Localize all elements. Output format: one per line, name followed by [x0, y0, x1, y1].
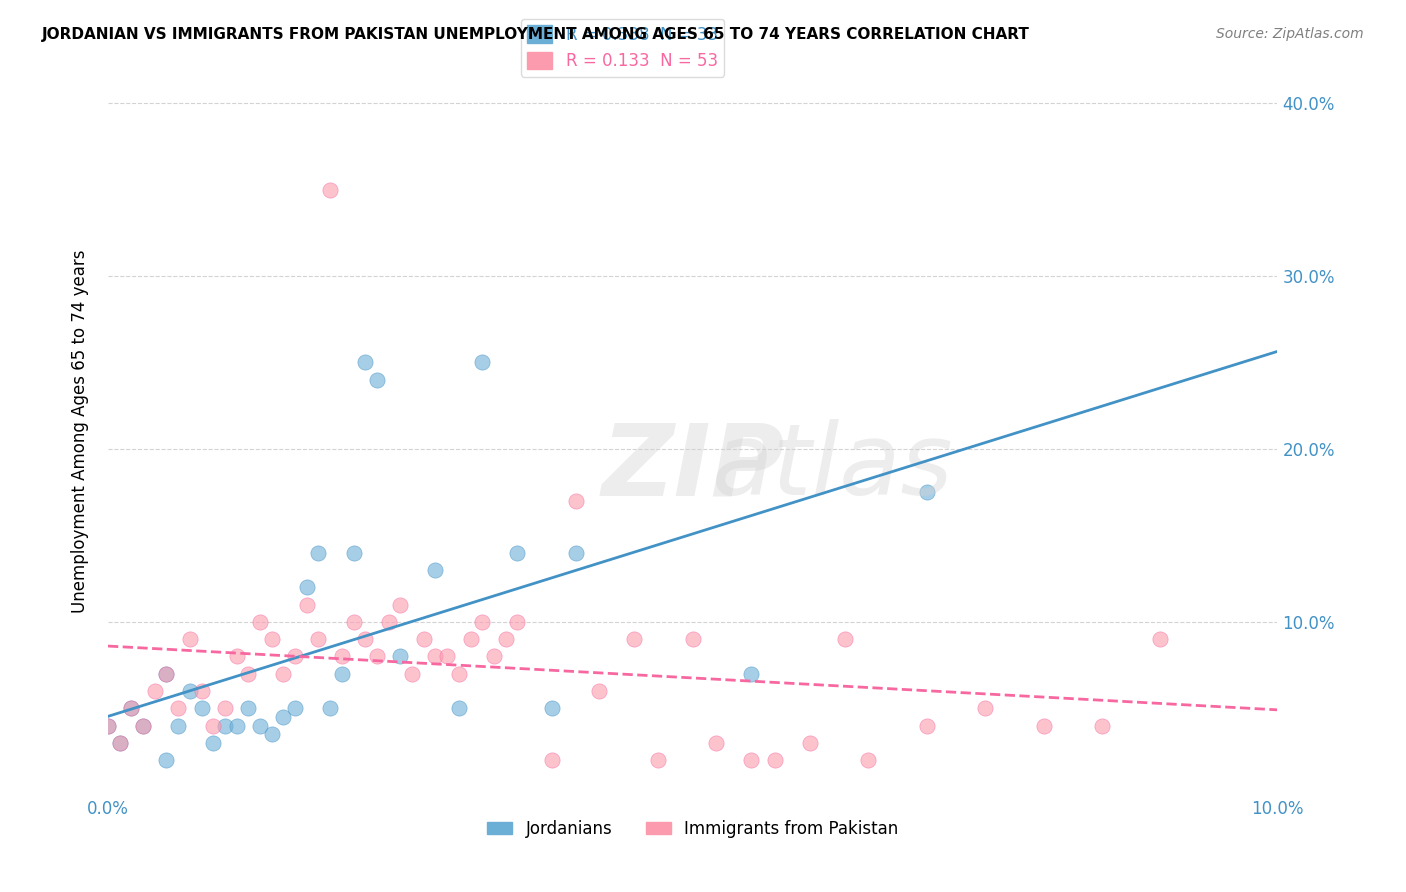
- Point: [541, 701, 564, 715]
- Point: [108, 736, 131, 750]
- Point: [155, 753, 177, 767]
- Point: [588, 684, 610, 698]
- Text: atlas: atlas: [713, 419, 953, 516]
- Point: [167, 718, 190, 732]
- Point: [132, 718, 155, 732]
- Point: [704, 736, 727, 750]
- Point: [214, 701, 236, 715]
- Point: [541, 753, 564, 767]
- Point: [682, 632, 704, 646]
- Point: [260, 632, 283, 646]
- Point: [295, 580, 318, 594]
- Point: [273, 666, 295, 681]
- Point: [495, 632, 517, 646]
- Point: [260, 727, 283, 741]
- Point: [564, 493, 586, 508]
- Point: [366, 649, 388, 664]
- Point: [179, 632, 201, 646]
- Point: [249, 615, 271, 629]
- Point: [273, 710, 295, 724]
- Point: [225, 649, 247, 664]
- Point: [284, 649, 307, 664]
- Point: [856, 753, 879, 767]
- Point: [167, 701, 190, 715]
- Point: [190, 684, 212, 698]
- Point: [740, 753, 762, 767]
- Point: [330, 649, 353, 664]
- Point: [155, 666, 177, 681]
- Legend: Jordanians, Immigrants from Pakistan: Jordanians, Immigrants from Pakistan: [481, 814, 905, 845]
- Point: [389, 649, 412, 664]
- Point: [120, 701, 142, 715]
- Point: [97, 718, 120, 732]
- Point: [319, 701, 342, 715]
- Point: [190, 701, 212, 715]
- Point: [471, 355, 494, 369]
- Text: Source: ZipAtlas.com: Source: ZipAtlas.com: [1216, 27, 1364, 41]
- Point: [342, 546, 364, 560]
- Point: [295, 598, 318, 612]
- Point: [799, 736, 821, 750]
- Point: [460, 632, 482, 646]
- Y-axis label: Unemployment Among Ages 65 to 74 years: Unemployment Among Ages 65 to 74 years: [72, 250, 89, 614]
- Point: [120, 701, 142, 715]
- Point: [506, 615, 529, 629]
- Point: [623, 632, 645, 646]
- Text: ZIP: ZIP: [602, 419, 785, 516]
- Text: JORDANIAN VS IMMIGRANTS FROM PAKISTAN UNEMPLOYMENT AMONG AGES 65 TO 74 YEARS COR: JORDANIAN VS IMMIGRANTS FROM PAKISTAN UN…: [42, 27, 1031, 42]
- Point: [284, 701, 307, 715]
- Point: [179, 684, 201, 698]
- Point: [447, 666, 470, 681]
- Point: [1091, 718, 1114, 732]
- Point: [401, 666, 423, 681]
- Point: [238, 666, 260, 681]
- Point: [249, 718, 271, 732]
- Point: [425, 563, 447, 577]
- Point: [214, 718, 236, 732]
- Point: [482, 649, 505, 664]
- Point: [342, 615, 364, 629]
- Point: [447, 701, 470, 715]
- Point: [330, 666, 353, 681]
- Point: [132, 718, 155, 732]
- Point: [436, 649, 458, 664]
- Point: [763, 753, 786, 767]
- Point: [915, 718, 938, 732]
- Point: [915, 485, 938, 500]
- Point: [354, 632, 377, 646]
- Point: [143, 684, 166, 698]
- Point: [974, 701, 997, 715]
- Point: [389, 598, 412, 612]
- Point: [377, 615, 399, 629]
- Point: [1032, 718, 1054, 732]
- Point: [740, 666, 762, 681]
- Point: [238, 701, 260, 715]
- Point: [308, 546, 330, 560]
- Point: [647, 753, 669, 767]
- Point: [225, 718, 247, 732]
- Point: [425, 649, 447, 664]
- Point: [108, 736, 131, 750]
- Point: [412, 632, 434, 646]
- Point: [506, 546, 529, 560]
- Point: [97, 718, 120, 732]
- Point: [354, 355, 377, 369]
- Point: [471, 615, 494, 629]
- Point: [202, 718, 225, 732]
- Point: [834, 632, 856, 646]
- Point: [308, 632, 330, 646]
- Point: [202, 736, 225, 750]
- Point: [319, 183, 342, 197]
- Point: [155, 666, 177, 681]
- Point: [1149, 632, 1171, 646]
- Point: [564, 546, 586, 560]
- Point: [366, 373, 388, 387]
